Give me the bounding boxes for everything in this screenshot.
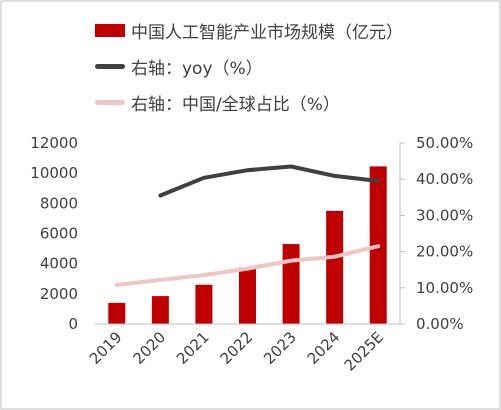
bar-2019 bbox=[108, 303, 125, 324]
x-tick-label-2021: 2021 bbox=[173, 328, 213, 368]
left-tick-label: 10000 bbox=[30, 164, 78, 182]
bar-2020 bbox=[152, 296, 169, 324]
left-tick-label: 12000 bbox=[30, 134, 78, 152]
x-tick-label-2023: 2023 bbox=[260, 328, 300, 368]
left-tick-label: 6000 bbox=[40, 225, 78, 243]
left-tick-label: 8000 bbox=[40, 194, 78, 212]
x-tick-label-2025E: 2025E bbox=[341, 328, 387, 374]
x-tick-label-2024: 2024 bbox=[304, 328, 344, 368]
right-tick-label: 50.00% bbox=[416, 134, 473, 152]
x-tick-label-2020: 2020 bbox=[129, 328, 169, 368]
x-tick-label-2019: 2019 bbox=[86, 328, 126, 368]
left-tick-label: 2000 bbox=[40, 285, 78, 303]
bar-2024 bbox=[326, 211, 343, 324]
right-tick-label: 10.00% bbox=[416, 279, 473, 297]
line-yoy bbox=[160, 167, 378, 196]
left-tick-label: 4000 bbox=[40, 255, 78, 273]
x-tick-label-2022: 2022 bbox=[217, 328, 257, 368]
left-tick-label: 0 bbox=[68, 315, 78, 333]
bars-group bbox=[108, 166, 386, 324]
right-tick-label: 20.00% bbox=[416, 243, 473, 261]
bar-2022 bbox=[239, 267, 256, 324]
bar-2021 bbox=[195, 285, 212, 324]
right-tick-label: 0.00% bbox=[416, 315, 464, 333]
right-tick-label: 30.00% bbox=[416, 206, 473, 224]
right-tick-label: 40.00% bbox=[416, 170, 473, 188]
bar-2023 bbox=[283, 244, 300, 324]
